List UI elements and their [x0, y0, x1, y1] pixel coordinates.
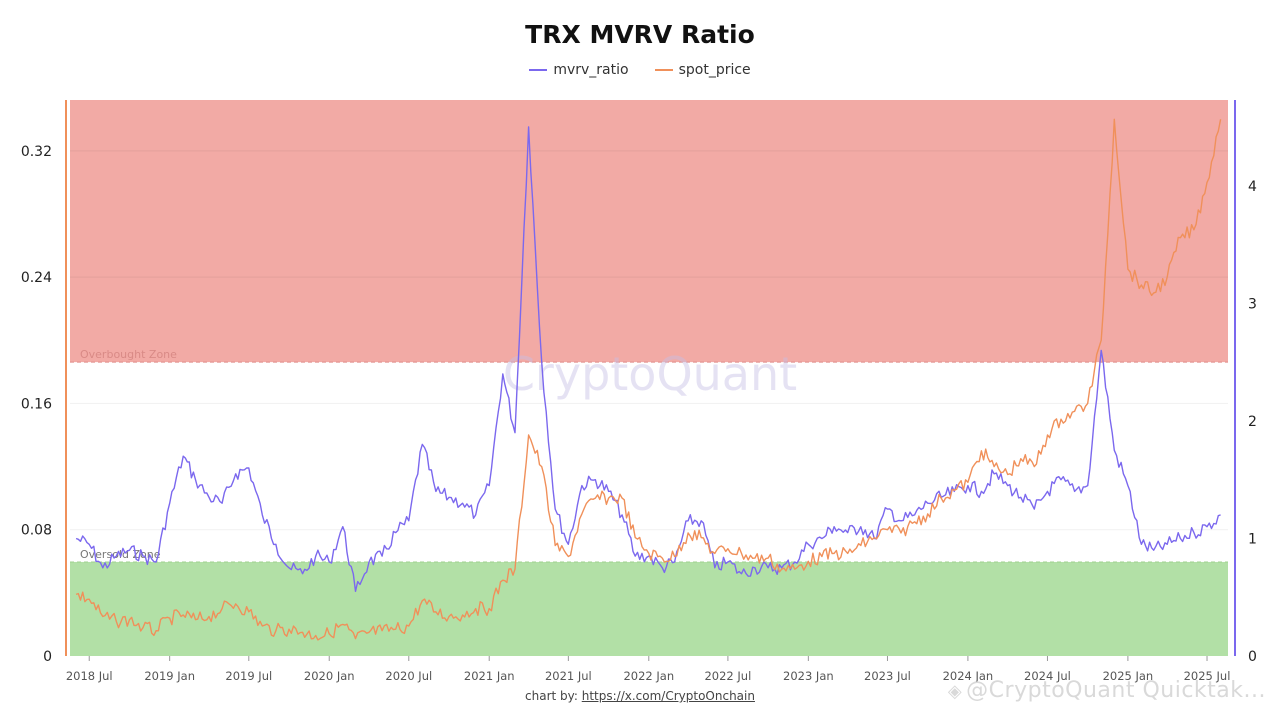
legend-label-mvrv: mvrv_ratio [553, 62, 629, 78]
attribution-prefix: chart by: [525, 689, 582, 703]
overbought-zone [70, 100, 1228, 363]
x-tick-label: 2019 Jul [225, 669, 272, 683]
x-tick-label: 2020 Jan [304, 669, 355, 683]
x-tick-label: 2023 Jul [864, 669, 911, 683]
legend-label-price: spot_price [678, 62, 751, 78]
x-tick-label: 2021 Jan [464, 669, 515, 683]
left-tick-label: 0.16 [21, 396, 52, 412]
bottom-watermark: ◈ @CryptoQuant Quicktak... [948, 678, 1266, 703]
attribution: chart by: https://x.com/CryptoOnchain [0, 689, 1280, 703]
x-tick-label: 2025 Jul [1184, 669, 1231, 683]
legend-swatch-price [654, 69, 673, 71]
left-tick-label: 0.08 [21, 523, 52, 539]
watermark-logo: CryptoQuant [503, 347, 797, 401]
series-line-spot_price[interactable] [75, 118, 1222, 641]
series-layer [75, 118, 1222, 641]
attribution-link[interactable]: https://x.com/CryptoOnchain [581, 689, 755, 703]
overbought-zone-label: Overbought Zone [80, 348, 177, 361]
x-tick-label: 2021 Jul [545, 669, 592, 683]
legend-item-price[interactable]: spot_price [654, 62, 751, 78]
x-tick-label: 2020 Jul [385, 669, 432, 683]
x-tick-label: 2018 Jul [66, 669, 113, 683]
left-tick-label: 0.32 [21, 144, 52, 160]
right-tick-label: 3 [1248, 296, 1257, 312]
oversold-zone [70, 561, 1228, 656]
right-tick-label: 0 [1248, 649, 1257, 665]
left-tick-label: 0 [43, 649, 52, 665]
axes-layer: 0 0.08 0.16 0.24 0.32 0 1 2 3 4 2018 Jul 2019 Jan 20… [21, 100, 1257, 683]
grid-layer [70, 150, 1228, 531]
bottom-watermark-text: @CryptoQuant Quicktak... [966, 678, 1266, 703]
x-tick-label: 2019 Jan [144, 669, 195, 683]
x-tick-label: 2022 Jul [704, 669, 751, 683]
x-tick-label: 2025 Jan [1103, 669, 1154, 683]
right-tick-label: 2 [1248, 414, 1257, 430]
chart-legend: mvrv_ratio spot_price [0, 62, 1280, 78]
x-tick-label: 2024 Jul [1024, 669, 1071, 683]
legend-item-mvrv[interactable]: mvrv_ratio [529, 62, 629, 78]
right-tick-label: 4 [1248, 179, 1257, 195]
series-line-mvrv_ratio[interactable] [75, 126, 1221, 592]
legend-swatch-mvrv [529, 69, 548, 71]
x-tick-label: 2022 Jan [623, 669, 674, 683]
x-tick-label: 2024 Jan [943, 669, 994, 683]
left-tick-label: 0.24 [21, 270, 52, 286]
chart-title: TRX MVRV Ratio [525, 20, 755, 49]
binance-icon: ◈ [947, 681, 963, 702]
right-tick-label: 1 [1248, 531, 1257, 547]
x-tick-label: 2023 Jan [783, 669, 834, 683]
